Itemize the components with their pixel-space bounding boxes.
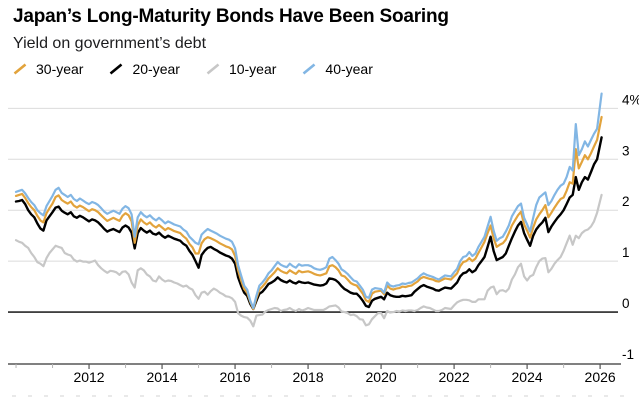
x-axis-label: 2020 (366, 369, 397, 385)
x-axis-label: 2024 (512, 369, 543, 385)
x-axis-label: 2026 (585, 369, 616, 385)
chart-title: Japan’s Long-Maturity Bonds Have Been So… (13, 6, 449, 27)
y-axis-label: 4% (622, 92, 639, 107)
legend-item-label: 30-year (36, 61, 84, 77)
chart-subtitle: Yield on government’s debt (13, 35, 207, 52)
series-line-20-year (14, 136, 603, 311)
legend-swatch-icon (13, 63, 27, 75)
legend-item-10-year[interactable]: 10-year (206, 61, 276, 77)
legend-item-label: 40-year (325, 61, 373, 77)
legend-swatch-icon (206, 63, 220, 75)
y-axis-label: 3 (622, 143, 630, 158)
series-line-30-year (14, 115, 603, 311)
legend: 30-year 20-year 10-year 40-year (13, 61, 373, 77)
series-line-40-year (14, 92, 603, 310)
series-line-10-year (14, 193, 603, 328)
y-axis-label: 1 (622, 245, 630, 260)
legend-item-20-year[interactable]: 20-year (109, 61, 180, 77)
legend-swatch-icon (303, 63, 316, 75)
x-axis-label: 2012 (73, 369, 104, 385)
x-axis-label: 2016 (219, 369, 250, 385)
legend-swatch-icon (110, 63, 123, 75)
x-axis-label: 2018 (292, 369, 323, 385)
y-axis-label: 2 (622, 194, 630, 209)
y-axis-label: 0 (622, 296, 630, 311)
x-axis-label: 2022 (439, 369, 470, 385)
legend-item-label: 20-year (132, 61, 180, 77)
legend-item-40-year[interactable]: 40-year (302, 61, 373, 77)
chart-plot-area: 4% 3 2 1 0 -1 2012 2014 2016 2018 2020 2022 2024 2026 (8, 92, 639, 397)
legend-item-30-year[interactable]: 30-year (13, 61, 83, 77)
y-axis-label: -1 (622, 347, 634, 362)
x-axis-label: 2014 (146, 369, 177, 385)
legend-item-label: 10-year (228, 61, 277, 77)
